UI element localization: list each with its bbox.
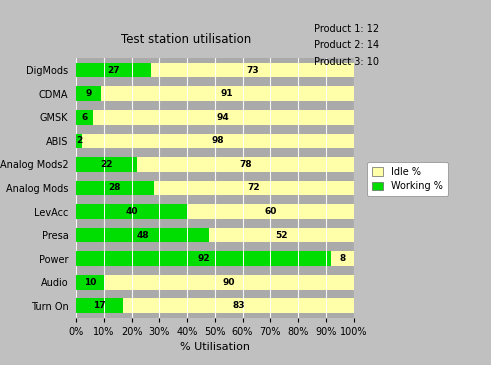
Bar [93,110,354,124]
Bar [76,110,93,124]
Text: 60: 60 [264,207,276,216]
Text: Product 1: 12: Product 1: 12 [314,24,380,34]
Text: Product 2: 14: Product 2: 14 [314,40,380,50]
Text: 98: 98 [211,137,224,145]
Bar [76,176,354,200]
Bar [76,275,104,289]
Bar [76,228,209,242]
Text: Product 3: 10: Product 3: 10 [314,57,379,66]
Text: 8: 8 [339,254,346,263]
Bar [76,299,123,313]
Bar [331,251,354,266]
Text: 2: 2 [76,137,82,145]
Bar [123,299,354,313]
Text: 72: 72 [247,184,260,192]
Bar [76,181,154,195]
Legend: Idle %, Working %: Idle %, Working % [367,162,448,196]
Bar [76,87,101,101]
Text: 94: 94 [217,113,229,122]
Bar [76,294,354,318]
Text: 73: 73 [246,66,259,75]
Text: 90: 90 [222,278,235,287]
Bar [76,58,354,82]
Bar [76,157,137,172]
Text: 52: 52 [275,231,288,239]
Text: 27: 27 [107,66,120,75]
Text: 9: 9 [85,89,92,98]
Bar [76,153,354,176]
Bar [76,105,354,129]
X-axis label: % Utilisation: % Utilisation [180,342,250,352]
Bar [154,181,354,195]
Bar [76,129,354,153]
Bar [76,200,354,223]
Bar [101,87,354,101]
Bar [187,204,354,219]
Text: 91: 91 [221,89,234,98]
Text: 17: 17 [93,301,106,310]
Text: 92: 92 [197,254,210,263]
Bar [104,275,354,289]
Bar [76,251,331,266]
Bar [137,157,354,172]
Bar [76,82,354,105]
Text: 28: 28 [109,184,121,192]
Bar [151,63,354,77]
Text: 40: 40 [125,207,138,216]
Bar [76,134,82,148]
Text: 10: 10 [84,278,96,287]
Text: 6: 6 [82,113,87,122]
Bar [76,63,151,77]
Bar [76,204,187,219]
Text: 83: 83 [232,301,245,310]
Bar [209,228,354,242]
Bar [76,270,354,294]
Text: Test station utilisation: Test station utilisation [121,33,252,46]
Bar [76,223,354,247]
Bar [76,247,354,270]
Text: 78: 78 [239,160,252,169]
Text: 48: 48 [136,231,149,239]
Bar [82,134,354,148]
Text: 22: 22 [100,160,113,169]
